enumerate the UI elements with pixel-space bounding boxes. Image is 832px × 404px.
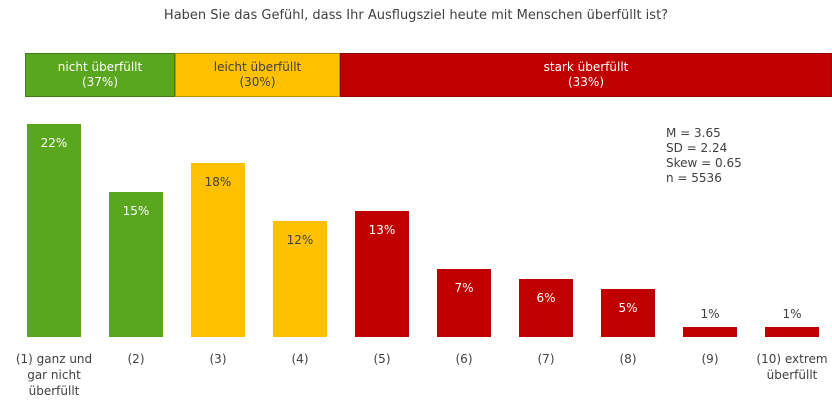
data-label: 22% (40, 136, 68, 150)
data-label: 7% (454, 281, 474, 296)
stat: M = 3.65 (666, 126, 721, 140)
data-label: 18% (204, 174, 232, 189)
band: nicht überfüllt (37%) (25, 53, 175, 97)
bar (765, 327, 819, 337)
data-label: 1% (700, 307, 720, 322)
bar (355, 211, 409, 337)
band-name: nicht überfüllt (57, 60, 143, 74)
x-tick-label: (1) ganz und gar nicht überfüllt (15, 352, 93, 398)
stat: Skew = 0.65 (666, 156, 742, 170)
data-label: 6% (536, 290, 556, 305)
bar (27, 124, 81, 337)
x-tick-label: (7) (537, 352, 555, 366)
bar (109, 191, 163, 337)
band: leicht überfüllt (30%) (175, 53, 340, 97)
bar (437, 269, 491, 337)
stat: n = 5536 (666, 171, 722, 185)
x-tick-label: (2) (127, 352, 145, 366)
band-share: (33%) (567, 75, 605, 89)
data-label: 13% (368, 223, 396, 238)
band-share: (30%) (239, 75, 276, 89)
x-tick-label: (4) (291, 352, 309, 366)
data-label: 1% (782, 307, 802, 322)
band-share: (37%) (81, 75, 119, 89)
x-tick-label: (9) (701, 352, 719, 366)
band: stark überfüllt (33%) (340, 53, 832, 97)
bar (273, 220, 327, 337)
bar (519, 278, 573, 337)
x-tick-label: (8) (619, 352, 637, 366)
band-name: leicht überfüllt (213, 60, 302, 74)
data-label: 5% (618, 300, 638, 315)
stats: M = 3.65 SD = 2.24 Skew = 0.65 n = 5536 (666, 126, 742, 186)
chart-title: Haben Sie das Gefühl, dass Ihr Ausflugsz… (163, 8, 669, 23)
x-tick-label: (3) (209, 352, 227, 366)
bar (683, 327, 737, 337)
stat: SD = 2.24 (666, 141, 728, 155)
bar (601, 288, 655, 337)
x-tick-label: (6) (455, 352, 473, 366)
band-name: stark überfüllt (543, 60, 629, 74)
bar (191, 162, 245, 337)
data-label: 15% (122, 203, 150, 218)
data-label: 12% (286, 232, 314, 247)
x-tick-label: (10) extrem überfüllt (756, 352, 828, 382)
x-tick-label: (5) (373, 352, 391, 366)
